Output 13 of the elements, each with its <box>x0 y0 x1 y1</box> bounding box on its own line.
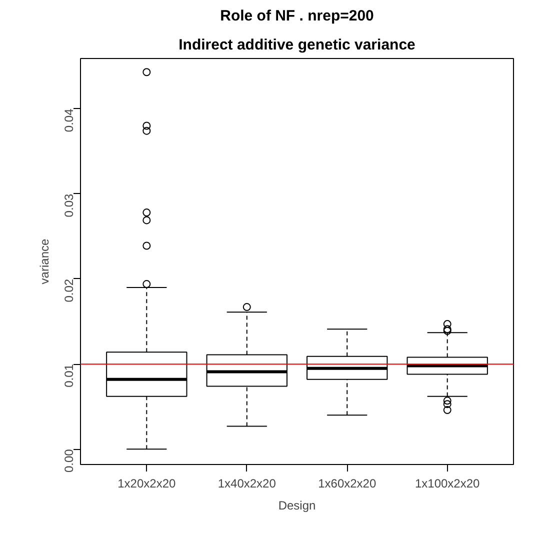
x-tick-label: 1x20x2x20 <box>118 476 176 490</box>
y-tick-label: 0.00 <box>62 448 76 473</box>
chart-title: Role of NF . nrep=200 <box>220 8 374 24</box>
x-tick-label: 1x100x2x20 <box>414 476 480 490</box>
y-tick-label: 0.03 <box>62 194 76 218</box>
x-axis-title: Design <box>278 498 316 512</box>
y-axis-title: variance <box>38 238 52 284</box>
y-tick-label: 0.01 <box>62 364 76 388</box>
chart-subtitle: Indirect additive genetic variance <box>178 36 416 54</box>
x-tick-label: 1x60x2x20 <box>318 476 376 490</box>
y-tick-label: 0.04 <box>62 108 76 132</box>
y-tick-label: 0.02 <box>62 278 76 302</box>
x-tick-label: 1x40x2x20 <box>218 476 276 490</box>
